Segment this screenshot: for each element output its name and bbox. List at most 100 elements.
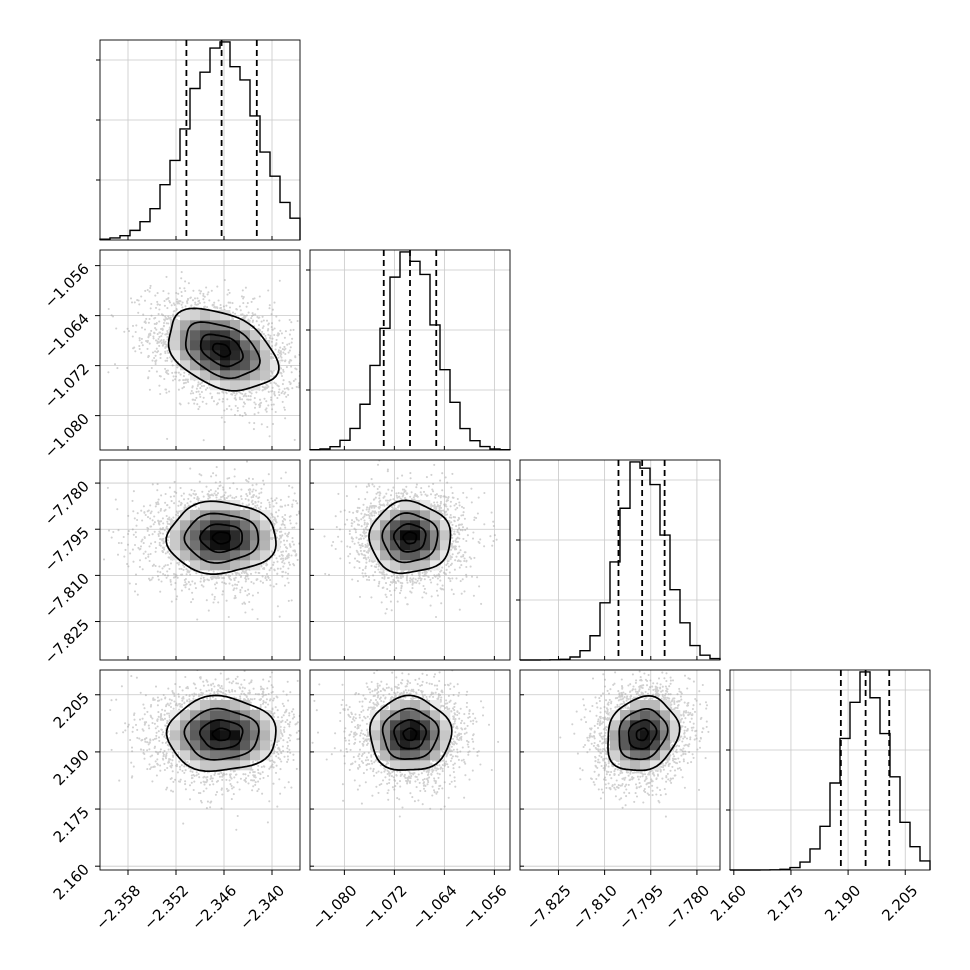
density-panel-3-2 [310,460,510,660]
density-cell [420,540,431,551]
density-cell [250,380,261,391]
x-tick-label: −7.795 [615,882,667,934]
density-cell [200,360,211,371]
density-cell [230,760,241,771]
density-cell [420,510,431,521]
density-cell [240,560,251,571]
contour-level-1 [211,727,232,742]
density-cell [380,530,391,541]
x-tick-label: 2.205 [878,882,921,925]
density-cell [630,740,641,751]
histogram-steps [309,251,511,451]
density-cell [410,550,421,561]
panel-frame [309,249,511,451]
density-cell [190,350,201,361]
density-cell [610,720,621,731]
density-cell [390,750,401,761]
density-cell [250,710,261,721]
density-cell [400,560,411,571]
density-cell [190,540,201,551]
density-cell [250,540,261,551]
density-cell [240,320,251,331]
density-cell [170,520,181,531]
density-cell [440,740,451,751]
density-cell [610,750,621,761]
density-cell [190,330,201,341]
density-cell [250,370,261,381]
density-cell [420,560,431,571]
y-tick-label: −1.056 [41,260,93,312]
contour-level-4 [369,694,453,771]
density-cell [430,740,441,751]
panel-frame [309,459,511,661]
density-cell [400,740,411,751]
density-cell [420,550,431,561]
density-cell [440,720,451,731]
density-cell [230,510,241,521]
density-cell [410,740,421,751]
contour-level-4 [165,694,277,773]
density-cell [440,730,451,741]
density-cell [640,710,651,721]
y-tick-label: 2.190 [50,746,93,789]
density-cell [370,720,381,731]
x-tick-label: −7.825 [523,882,575,934]
density-cell [240,510,251,521]
density-cell [210,350,221,361]
density-cell [200,550,211,561]
density-cell [220,550,231,561]
density-cell [390,560,401,571]
density-cell [630,700,641,711]
histogram-panel-3 [516,459,721,661]
density-cell [230,560,241,571]
density-cell [610,740,621,751]
density-cell [250,720,261,731]
density-cell [240,740,251,751]
density-cell [400,710,411,721]
density-cell [660,710,671,721]
density-cell [380,510,391,521]
density-cell [170,740,181,751]
density-cell [180,320,191,331]
density-panel-3-1 [100,460,300,660]
density-cell [250,330,261,341]
density-cell [370,730,381,741]
density-cell [420,740,431,751]
density-cell [620,710,631,721]
density-cell [230,550,241,561]
density-cell [410,760,421,771]
density-cell [650,720,661,731]
density-cell [200,560,211,571]
density-cell [640,700,651,711]
y-tick-label: 2.175 [50,803,93,846]
density-panel-4-2 [310,670,510,870]
density-cell [170,330,181,341]
histogram-steps [519,461,721,661]
density-cell [180,550,191,561]
density-cell [220,360,231,371]
density-cell [620,720,631,731]
density-cell [180,350,191,361]
density-cell [380,550,391,561]
density-cell [240,340,251,351]
density-cell [370,520,381,531]
density-cell [180,540,191,551]
density-cell [200,520,211,531]
density-panel-4-3 [520,670,720,870]
density-cell [210,340,221,351]
density-cell [230,530,241,541]
density-cell [610,730,621,741]
density-cell [260,750,271,761]
density-cell [260,550,271,561]
histogram-panel-2 [306,249,511,451]
density-cell [420,500,431,511]
histogram-panel-4 [726,669,931,871]
density-cell [420,520,431,531]
density-cell [240,530,251,541]
density-cell [430,720,441,731]
panel-frame [99,669,301,871]
histogram-panel-1 [96,39,301,241]
density-cell [210,730,221,741]
density-cell [230,380,241,391]
density-cell [370,540,381,551]
